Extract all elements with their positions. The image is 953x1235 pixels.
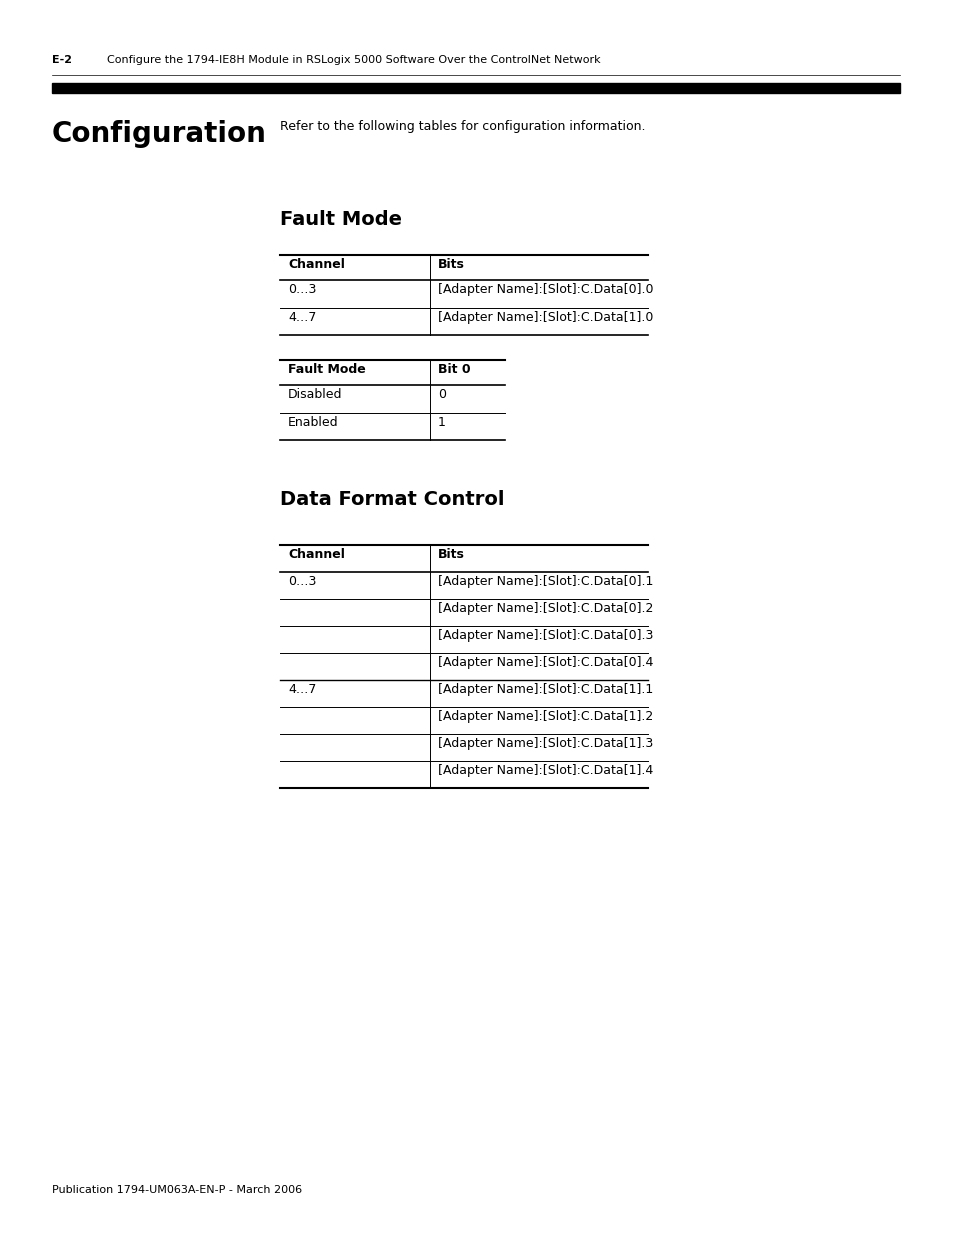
Text: 0: 0 bbox=[437, 388, 446, 401]
Bar bbox=[52, 83, 899, 93]
Text: Configure the 1794-IE8H Module in RSLogix 5000 Software Over the ControlNet Netw: Configure the 1794-IE8H Module in RSLogi… bbox=[107, 56, 600, 65]
Text: Publication 1794-UM063A-EN-P - March 2006: Publication 1794-UM063A-EN-P - March 200… bbox=[52, 1186, 302, 1195]
Text: [Adapter Name]:[Slot]:C.Data[1].2: [Adapter Name]:[Slot]:C.Data[1].2 bbox=[437, 710, 653, 722]
Text: 0…3: 0…3 bbox=[288, 283, 316, 296]
Text: Channel: Channel bbox=[288, 548, 345, 561]
Text: Bits: Bits bbox=[437, 548, 464, 561]
Text: Data Format Control: Data Format Control bbox=[280, 490, 504, 509]
Text: 4…7: 4…7 bbox=[288, 311, 316, 324]
Text: Disabled: Disabled bbox=[288, 388, 342, 401]
Text: Fault Mode: Fault Mode bbox=[288, 363, 365, 375]
Text: 4…7: 4…7 bbox=[288, 683, 316, 697]
Text: Fault Mode: Fault Mode bbox=[280, 210, 401, 228]
Text: [Adapter Name]:[Slot]:C.Data[1].4: [Adapter Name]:[Slot]:C.Data[1].4 bbox=[437, 764, 653, 777]
Text: [Adapter Name]:[Slot]:C.Data[1].3: [Adapter Name]:[Slot]:C.Data[1].3 bbox=[437, 737, 653, 750]
Text: [Adapter Name]:[Slot]:C.Data[0].3: [Adapter Name]:[Slot]:C.Data[0].3 bbox=[437, 629, 653, 642]
Text: [Adapter Name]:[Slot]:C.Data[0].0: [Adapter Name]:[Slot]:C.Data[0].0 bbox=[437, 283, 653, 296]
Text: Channel: Channel bbox=[288, 258, 345, 270]
Text: [Adapter Name]:[Slot]:C.Data[0].4: [Adapter Name]:[Slot]:C.Data[0].4 bbox=[437, 656, 653, 669]
Text: Refer to the following tables for configuration information.: Refer to the following tables for config… bbox=[280, 120, 645, 133]
Text: [Adapter Name]:[Slot]:C.Data[0].1: [Adapter Name]:[Slot]:C.Data[0].1 bbox=[437, 576, 653, 588]
Text: [Adapter Name]:[Slot]:C.Data[0].2: [Adapter Name]:[Slot]:C.Data[0].2 bbox=[437, 601, 653, 615]
Text: [Adapter Name]:[Slot]:C.Data[1].0: [Adapter Name]:[Slot]:C.Data[1].0 bbox=[437, 311, 653, 324]
Text: Configuration: Configuration bbox=[52, 120, 267, 148]
Text: [Adapter Name]:[Slot]:C.Data[1].1: [Adapter Name]:[Slot]:C.Data[1].1 bbox=[437, 683, 653, 697]
Text: E-2: E-2 bbox=[52, 56, 71, 65]
Text: 1: 1 bbox=[437, 416, 445, 429]
Text: Bit 0: Bit 0 bbox=[437, 363, 470, 375]
Text: Bits: Bits bbox=[437, 258, 464, 270]
Text: Enabled: Enabled bbox=[288, 416, 338, 429]
Text: 0…3: 0…3 bbox=[288, 576, 316, 588]
